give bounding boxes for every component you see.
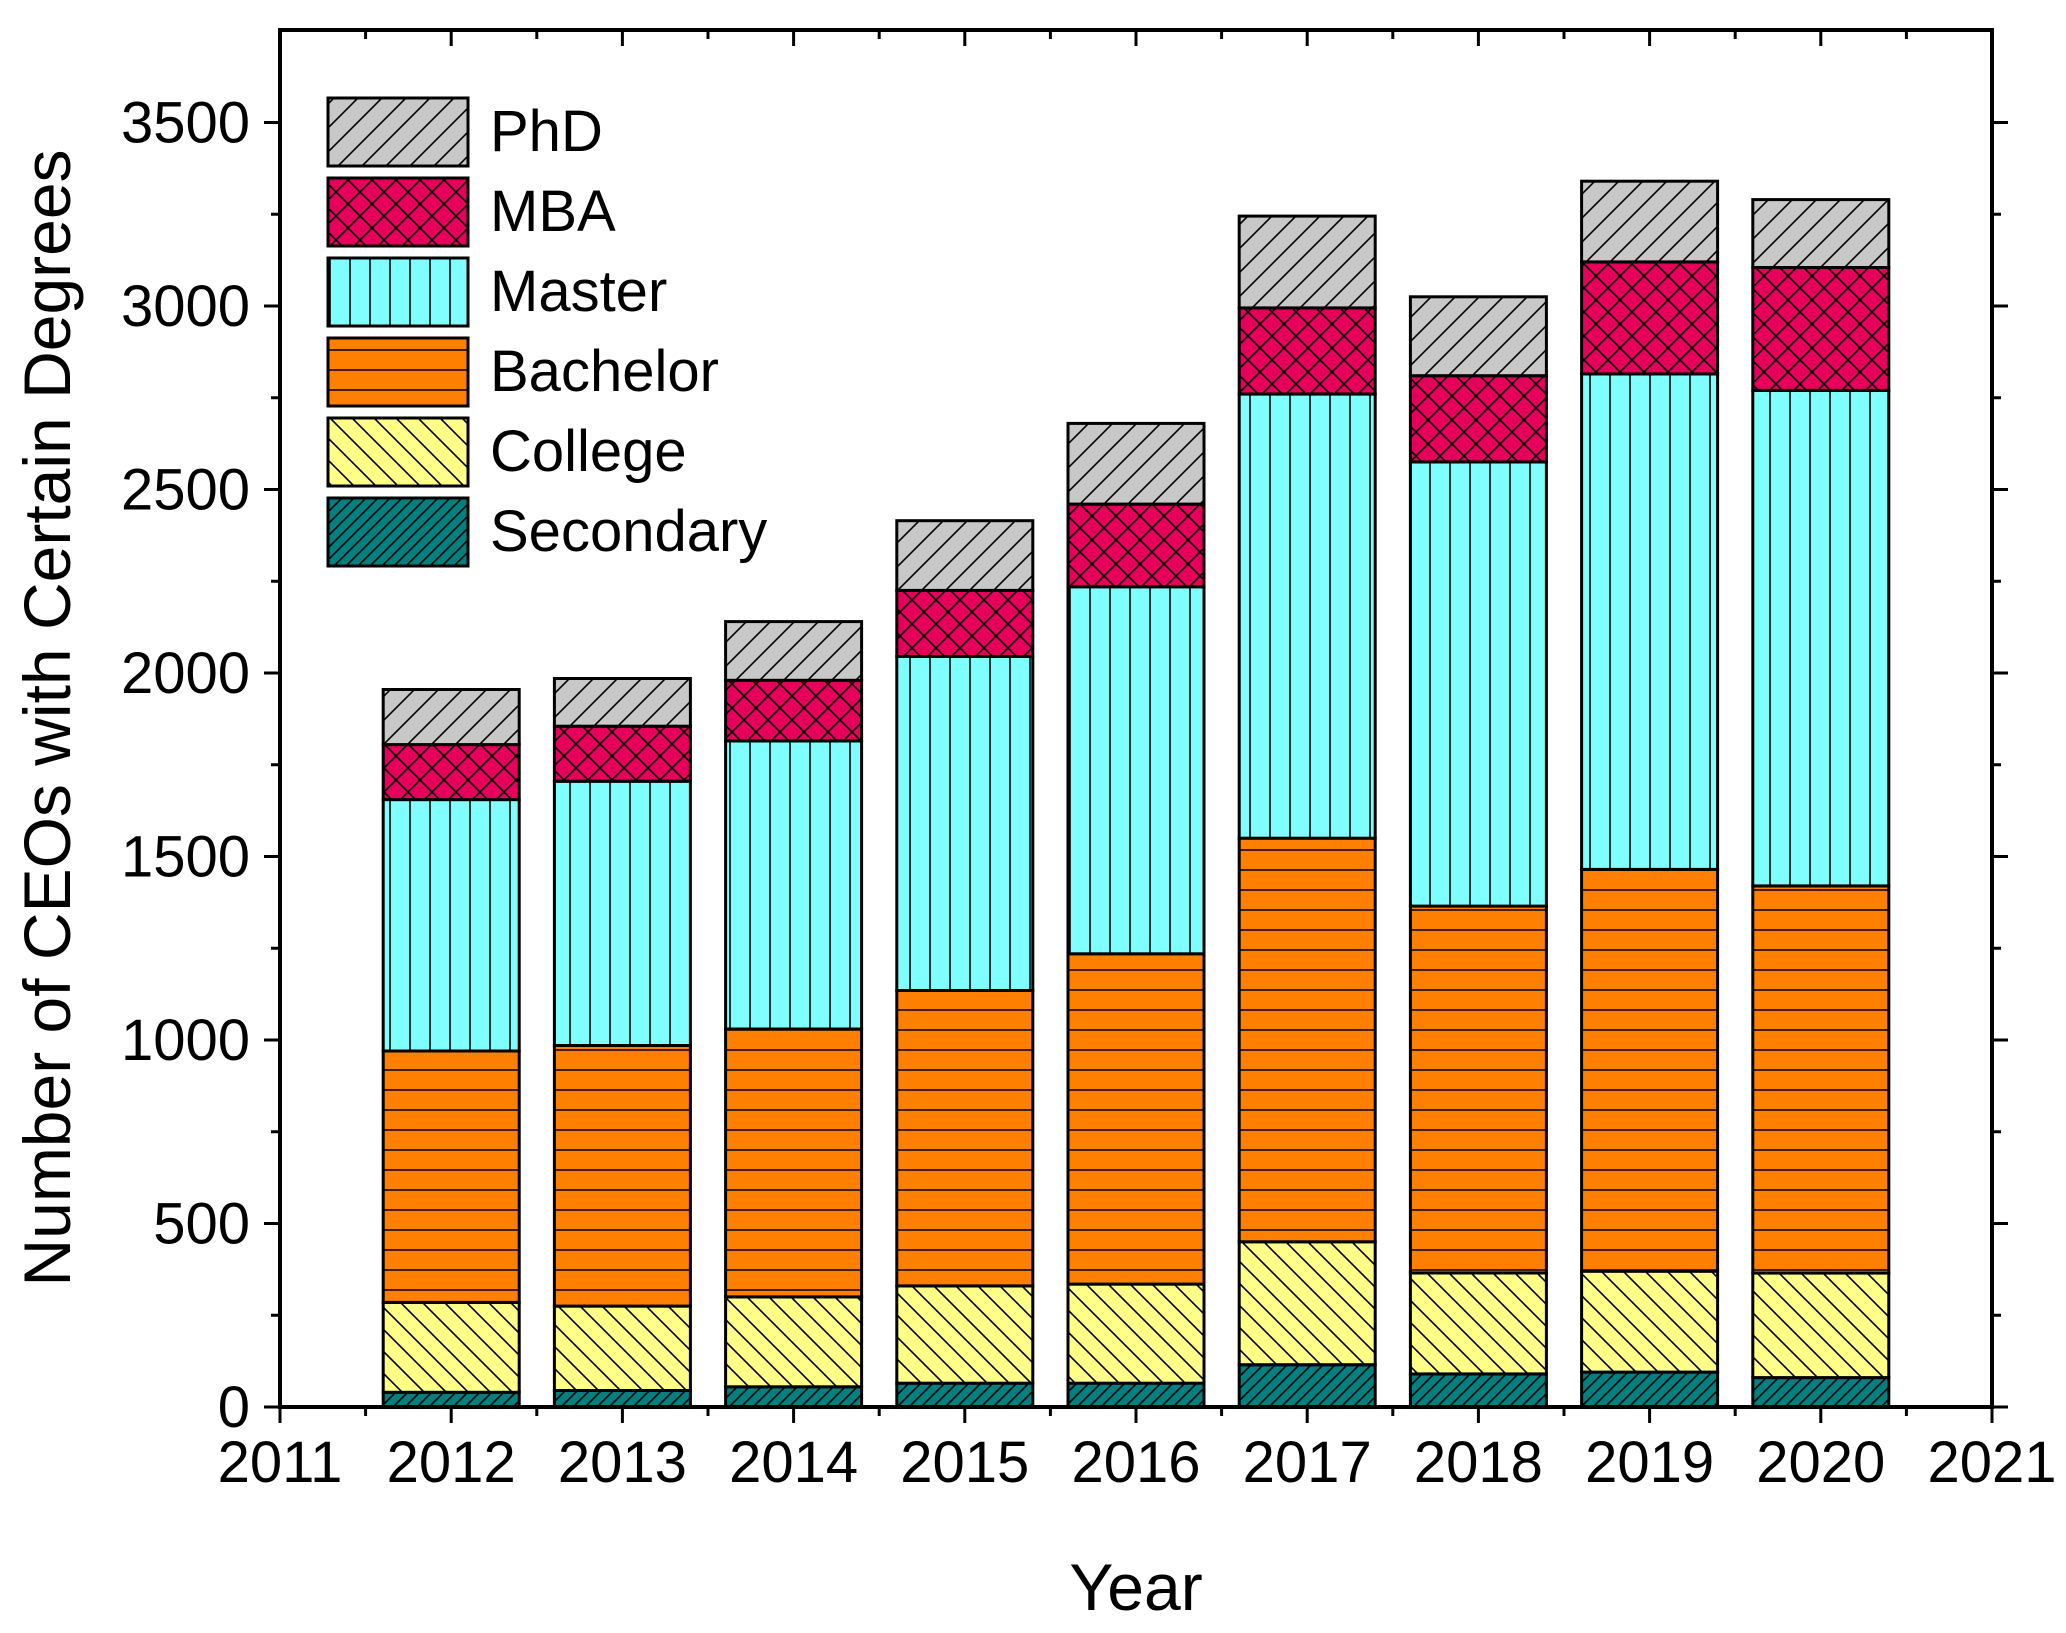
- x-tick-label: 2021: [1927, 1430, 2056, 1495]
- bar-college-2016: [1066, 1282, 1206, 1385]
- bar-mba-2020: [1751, 266, 1891, 392]
- bar-mba-2014: [724, 678, 864, 743]
- y-tick-label: 1000: [121, 1008, 250, 1073]
- bar-master-2020: [1751, 388, 1891, 888]
- bar-secondary-2020: [1751, 1376, 1891, 1409]
- bar-phd-2017: [1237, 214, 1377, 310]
- y-tick-label: 2000: [121, 641, 250, 706]
- bar-college-2012: [381, 1300, 521, 1394]
- bars-layer: [381, 179, 1891, 1409]
- legend-label-mba: MBA: [490, 179, 616, 244]
- bar-master-2014: [724, 739, 864, 1031]
- bar-phd-2016: [1066, 421, 1206, 506]
- bar-phd-2020: [1751, 198, 1891, 270]
- bar-college-2017: [1237, 1240, 1377, 1367]
- bar-college-2020: [1751, 1271, 1891, 1380]
- bar-college-2013: [552, 1304, 692, 1392]
- bar-bachelor-2012: [381, 1049, 521, 1304]
- bar-mba-2013: [552, 724, 692, 783]
- x-axis-title: Year: [1069, 1550, 1202, 1624]
- x-tick-label: 2013: [558, 1430, 687, 1495]
- bar-phd-2012: [381, 688, 521, 747]
- bar-secondary-2014: [724, 1385, 864, 1409]
- bar-bachelor-2019: [1580, 867, 1720, 1273]
- bar-mba-2012: [381, 743, 521, 802]
- y-axis-title: Number of CEOs with Certain Degrees: [10, 149, 84, 1286]
- bar-bachelor-2013: [552, 1044, 692, 1308]
- legend-swatch-mba: [326, 176, 470, 248]
- bar-mba-2015: [895, 588, 1035, 659]
- bar-phd-2014: [724, 620, 864, 682]
- legend-label-college: College: [490, 419, 687, 484]
- bar-master-2017: [1237, 392, 1377, 840]
- x-tick-label: 2019: [1585, 1430, 1714, 1495]
- legend-swatch-phd: [326, 96, 470, 168]
- bar-college-2014: [724, 1295, 864, 1389]
- bar-master-2018: [1408, 460, 1548, 908]
- legend-swatch-secondary: [326, 496, 470, 568]
- bar-college-2015: [895, 1284, 1035, 1385]
- y-axis: 0 500 1000 1500 2000 2500 3000 3500: [121, 91, 2008, 1440]
- bar-secondary-2019: [1580, 1370, 1720, 1409]
- bar-phd-2015: [895, 519, 1035, 592]
- x-tick-label: 2012: [387, 1430, 516, 1495]
- x-tick-label: 2011: [218, 1430, 343, 1495]
- bar-bachelor-2017: [1237, 836, 1377, 1244]
- bar-phd-2013: [552, 677, 692, 728]
- x-tick-label: 2014: [729, 1430, 858, 1495]
- legend-label-master: Master: [490, 259, 667, 324]
- bar-bachelor-2018: [1408, 904, 1548, 1275]
- bar-secondary-2017: [1237, 1363, 1377, 1409]
- bar-phd-2018: [1408, 295, 1548, 378]
- bar-secondary-2013: [552, 1389, 692, 1409]
- y-tick-label: 2500: [121, 458, 250, 523]
- y-tick-label: 500: [153, 1192, 250, 1257]
- bar-mba-2017: [1237, 306, 1377, 396]
- y-tick-label: 3500: [121, 91, 250, 156]
- legend-label-secondary: Secondary: [490, 499, 767, 564]
- x-tick-label: 2017: [1243, 1430, 1372, 1495]
- bar-college-2018: [1408, 1271, 1548, 1376]
- x-tick-label: 2018: [1414, 1430, 1543, 1495]
- y-tick-label: 1500: [121, 825, 250, 890]
- x-tick-label: 2020: [1756, 1430, 1885, 1495]
- legend-label-phd: PhD: [490, 99, 603, 164]
- legend: PhD MBA Master Bachelor College Secondary: [326, 96, 767, 568]
- bar-master-2016: [1066, 585, 1206, 956]
- bar-mba-2018: [1408, 374, 1548, 464]
- bar-master-2013: [552, 779, 692, 1047]
- legend-swatch-college: [326, 416, 470, 488]
- bar-secondary-2016: [1066, 1381, 1206, 1409]
- y-tick-label: 3000: [121, 274, 250, 339]
- bar-master-2012: [381, 798, 521, 1053]
- bar-bachelor-2020: [1751, 884, 1891, 1275]
- bar-college-2019: [1580, 1269, 1720, 1374]
- bar-bachelor-2014: [724, 1027, 864, 1299]
- bar-master-2015: [895, 655, 1035, 992]
- x-tick-label: 2015: [900, 1430, 1029, 1495]
- bar-secondary-2018: [1408, 1372, 1548, 1409]
- bar-bachelor-2015: [895, 989, 1035, 1288]
- bar-secondary-2012: [381, 1390, 521, 1409]
- bar-mba-2019: [1580, 260, 1720, 376]
- bar-mba-2016: [1066, 502, 1206, 589]
- bar-secondary-2015: [895, 1381, 1035, 1409]
- bar-bachelor-2016: [1066, 952, 1206, 1286]
- legend-swatch-master: [326, 256, 470, 328]
- x-tick-label: 2016: [1071, 1430, 1200, 1495]
- bar-phd-2019: [1580, 179, 1720, 264]
- legend-swatch-bachelor: [326, 336, 470, 408]
- bar-master-2019: [1580, 372, 1720, 871]
- y-tick-label: 0: [218, 1375, 250, 1440]
- legend-label-bachelor: Bachelor: [490, 339, 719, 404]
- x-axis: 2011 2012 2013 2014 2015 2016 2017 2018 2019 2020…: [218, 30, 2057, 1495]
